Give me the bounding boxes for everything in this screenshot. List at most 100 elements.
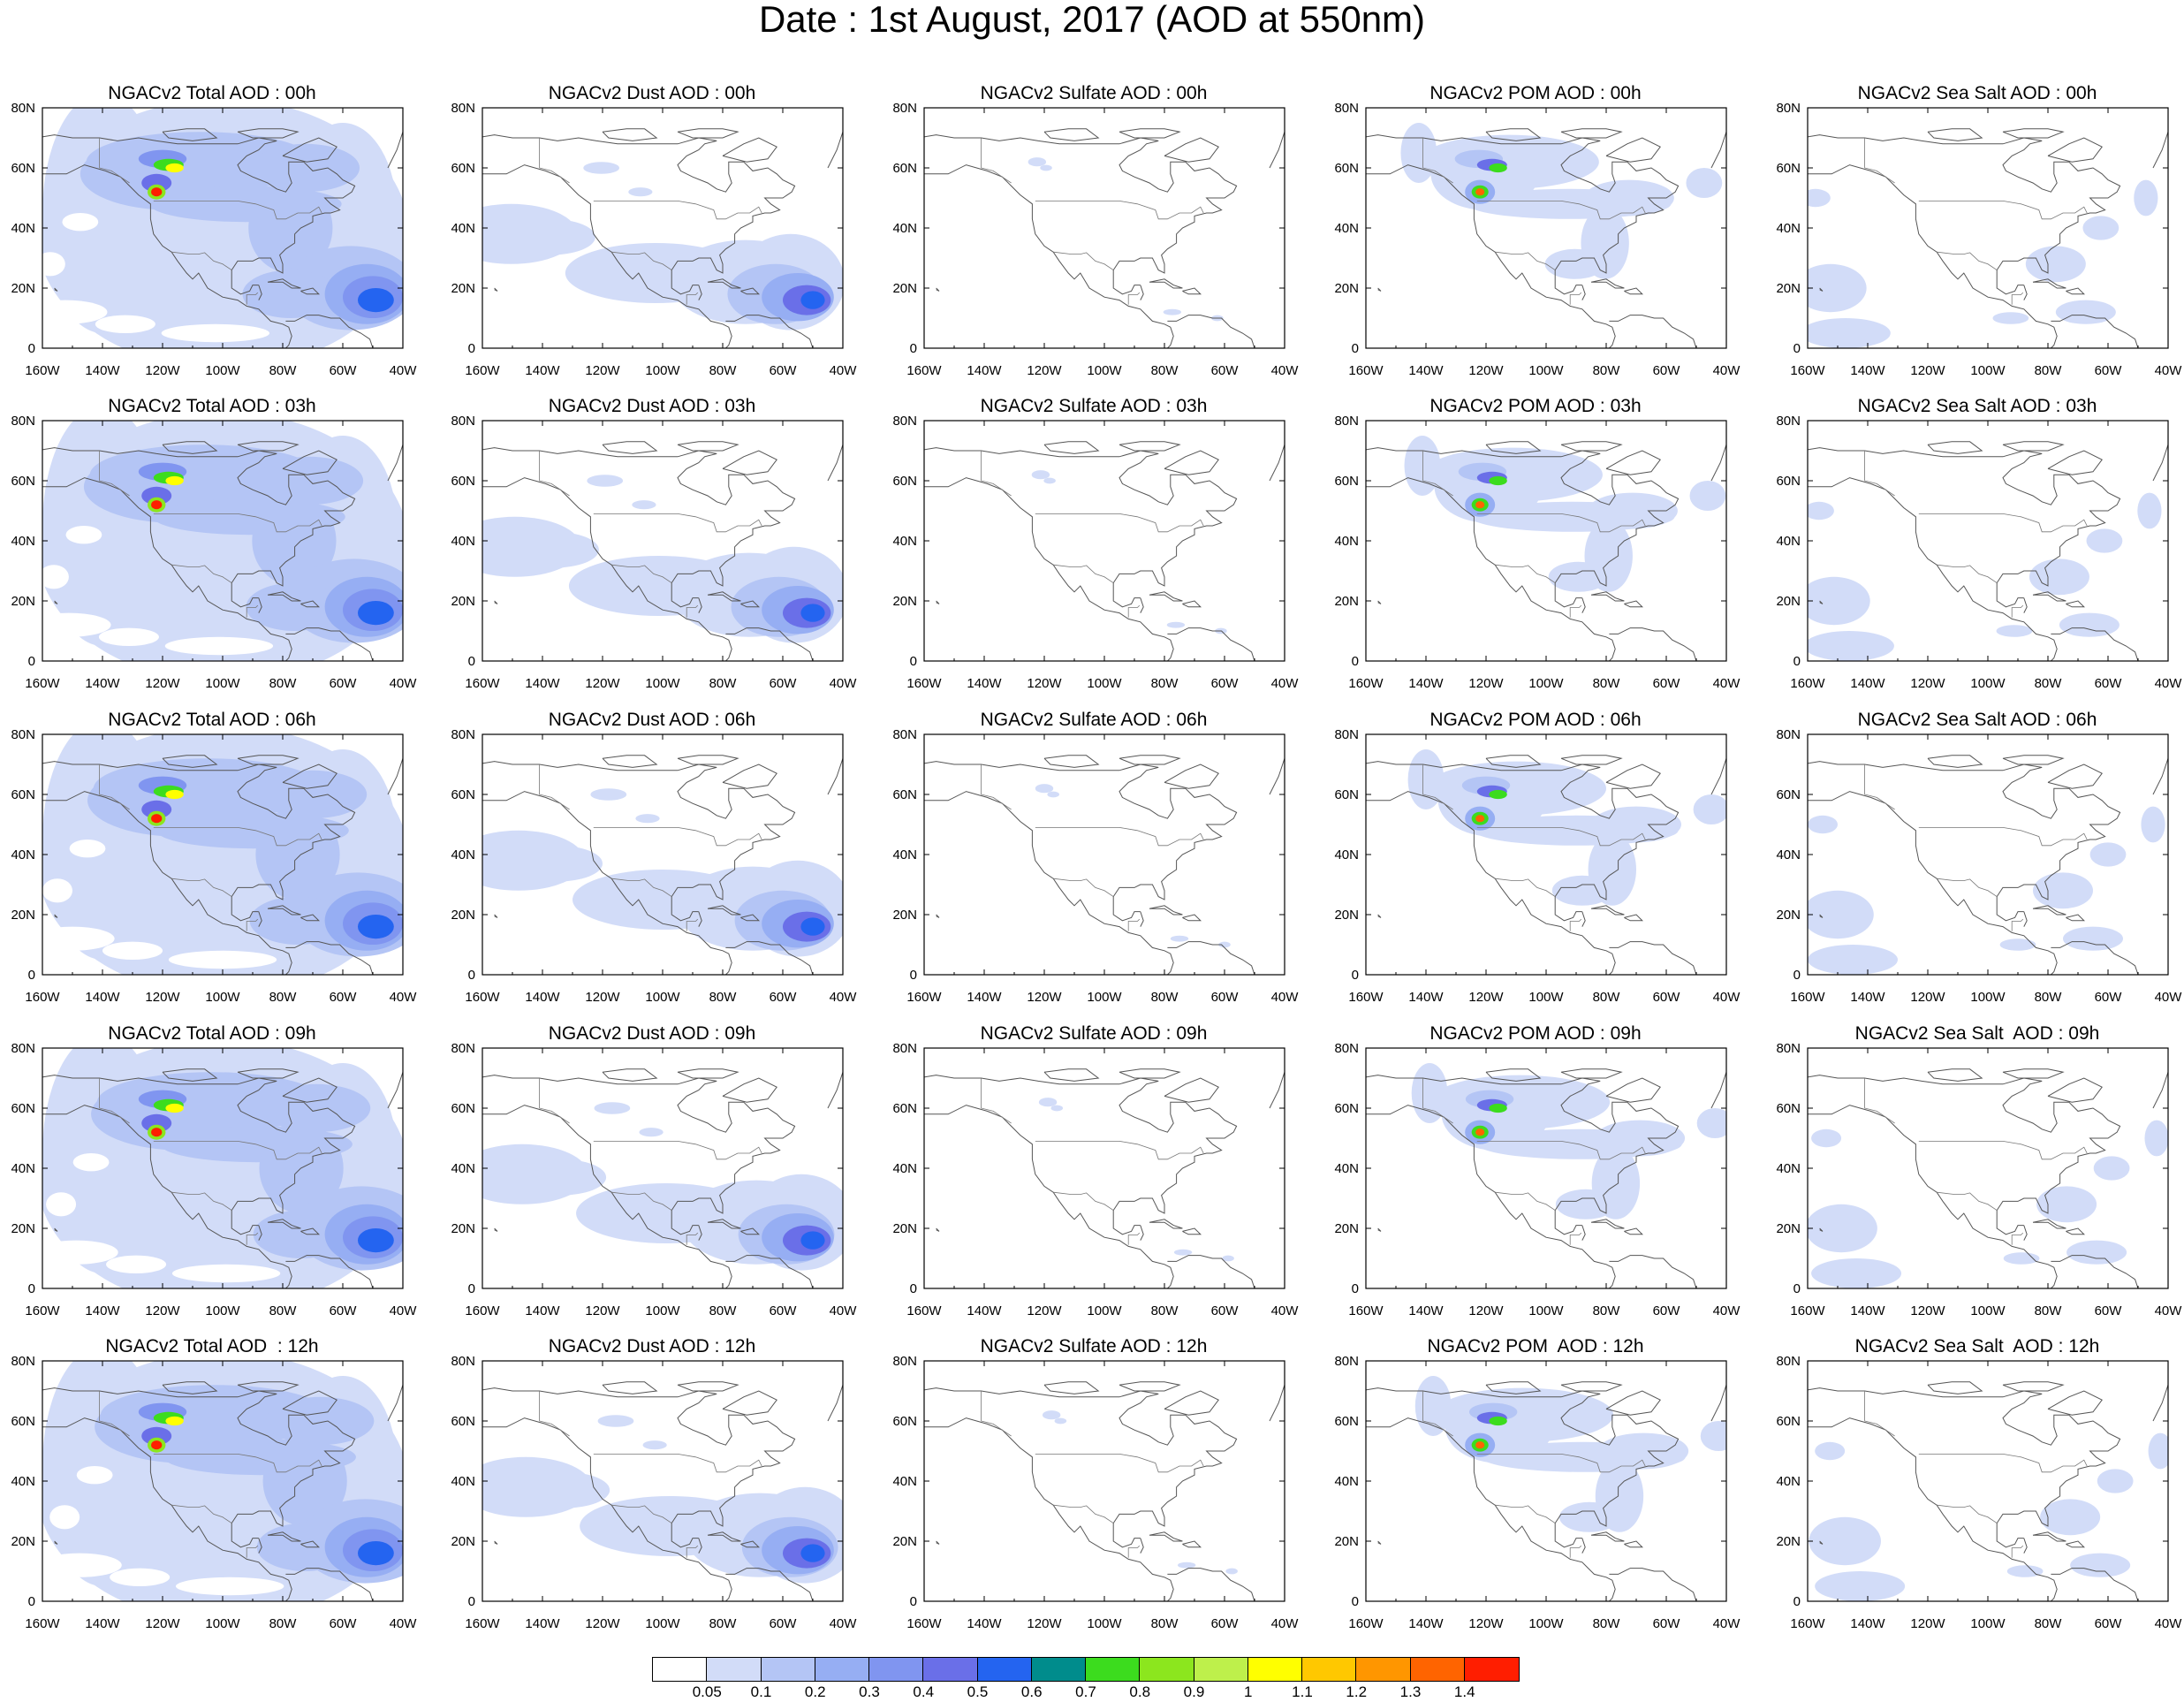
x-tick-label: 140W <box>967 1303 1002 1318</box>
coastlines <box>1808 108 2168 348</box>
borders <box>1864 451 2088 618</box>
x-tick-label: 80W <box>269 1303 298 1318</box>
x-tick-label: 80W <box>709 1616 738 1631</box>
colorbar-swatch <box>1302 1658 1357 1681</box>
border-line <box>1495 564 1556 583</box>
border-line <box>539 1391 570 1437</box>
x-tick-label: 140W <box>525 1303 560 1318</box>
coastline <box>1366 1387 1680 1548</box>
coastline <box>1590 1531 1625 1542</box>
coastline <box>2051 1568 2139 1601</box>
y-tick-label: 40N <box>11 534 35 549</box>
coastline <box>924 761 1238 922</box>
aod-region <box>358 1228 394 1253</box>
border-line <box>99 138 130 184</box>
aod-field <box>482 1361 843 1601</box>
y-tick-label: 80N <box>892 414 917 429</box>
panel-title: NGACv2 POM AOD : 06h <box>1429 710 1642 730</box>
x-tick-label: 160W <box>465 363 500 378</box>
aod-region <box>42 300 108 324</box>
x-tick-label: 120W <box>1027 676 1062 691</box>
border-line <box>1864 764 1895 810</box>
aod-field <box>482 734 843 975</box>
x-tick-label: 160W <box>1348 1303 1384 1318</box>
aod-region <box>42 1240 118 1265</box>
y-tick-label: 20N <box>1334 908 1359 923</box>
border-line <box>1495 1191 1556 1211</box>
y-tick-label: 60N <box>892 474 917 489</box>
border-line <box>153 1454 322 1473</box>
x-tick-label: 60W <box>770 990 798 1005</box>
coastline <box>1269 108 1285 169</box>
border-line <box>1035 1454 1204 1473</box>
x-tick-label: 60W <box>1211 363 1240 378</box>
aod-region <box>164 636 274 656</box>
y-tick-label: 40N <box>892 847 917 862</box>
y-tick-label: 20N <box>451 908 475 923</box>
map-plot: 160W 140W 120W 100W 80W 60W 40W 0 20N 40N 60N 80N <box>1776 727 2182 1005</box>
coastline <box>707 905 741 916</box>
coastline <box>258 285 262 300</box>
aod-region <box>255 809 340 900</box>
coastline <box>924 1417 1174 1601</box>
border-line <box>1569 1232 1582 1245</box>
map-panel-sulfate-06h: NGACv2 Sulfate AOD : 06h 160W 140W 120W 100W… <box>882 710 1306 1014</box>
x-tick-label: 80W <box>2035 363 2063 378</box>
colorbar-label: 0.9 <box>1183 1683 1205 1700</box>
coastline <box>1560 1381 1623 1392</box>
map-panel-sulfate-09h: NGACv2 Sulfate AOD : 09h 160W 140W 120W 100W… <box>882 1023 1306 1328</box>
x-tick-label: 120W <box>1910 1303 1945 1318</box>
aod-region <box>165 1416 184 1426</box>
aod-colorbar: 0.05 0.1 0.2 0.3 0.4 0.5 0.6 0.7 0.8 0.9 1 1.1 1.2 1.… <box>652 1657 1532 1701</box>
aod-field <box>42 734 403 975</box>
coastline <box>2023 597 2028 613</box>
aod-region <box>1043 477 1056 484</box>
border-line <box>2011 918 2024 931</box>
border-line <box>171 1191 232 1211</box>
coastlines <box>1808 1048 2168 1288</box>
x-tick-label: 160W <box>1790 676 1825 691</box>
coastline <box>725 941 814 975</box>
aod-region <box>49 1505 80 1530</box>
coastline <box>725 1568 814 1601</box>
aod-region <box>1996 625 2033 637</box>
panel-title: NGACv2 Sea Salt AOD : 12h <box>1854 1336 2100 1356</box>
x-tick-label: 100W <box>645 363 680 378</box>
border-line <box>1937 878 1998 897</box>
coastline <box>2002 755 2065 765</box>
y-tick-label: 0 <box>1352 1594 1359 1609</box>
coastlines <box>1366 108 1726 348</box>
coastline <box>1149 905 1183 916</box>
aod-region <box>1808 501 1834 520</box>
y-tick-label: 40N <box>451 221 475 236</box>
map-panel-sulfate-00h: NGACv2 Sulfate AOD : 00h 160W 140W 120W 100W… <box>882 83 1306 388</box>
x-tick-label: 40W <box>2155 1616 2183 1631</box>
y-tick-label: 60N <box>451 787 475 802</box>
y-tick-label: 0 <box>1793 654 1801 669</box>
coastline <box>725 315 814 348</box>
coastline <box>602 128 658 141</box>
x-tick-label: 40W <box>830 1303 858 1318</box>
aod-region <box>42 108 163 333</box>
aod-region <box>800 917 825 936</box>
coastline <box>482 134 796 295</box>
aod-region <box>1177 1561 1196 1569</box>
coastlines <box>42 734 403 975</box>
border-line <box>99 764 130 810</box>
x-tick-label: 100W <box>205 363 240 378</box>
coastline <box>1164 450 1219 475</box>
y-tick-label: 20N <box>892 594 917 609</box>
aod-region <box>1028 157 1047 167</box>
x-tick-label: 60W <box>1653 1303 1681 1318</box>
aod-region <box>587 475 624 487</box>
coastline <box>698 1225 702 1241</box>
border-line <box>981 451 1012 497</box>
y-tick-label: 20N <box>11 1221 35 1236</box>
y-tick-label: 20N <box>451 594 475 609</box>
x-tick-label: 60W <box>770 1616 798 1631</box>
x-tick-label: 100W <box>1087 1303 1122 1318</box>
coastlines <box>924 1361 1285 1601</box>
coastline <box>1927 128 1983 141</box>
borders <box>1422 1391 1646 1558</box>
y-tick-label: 20N <box>1334 281 1359 296</box>
